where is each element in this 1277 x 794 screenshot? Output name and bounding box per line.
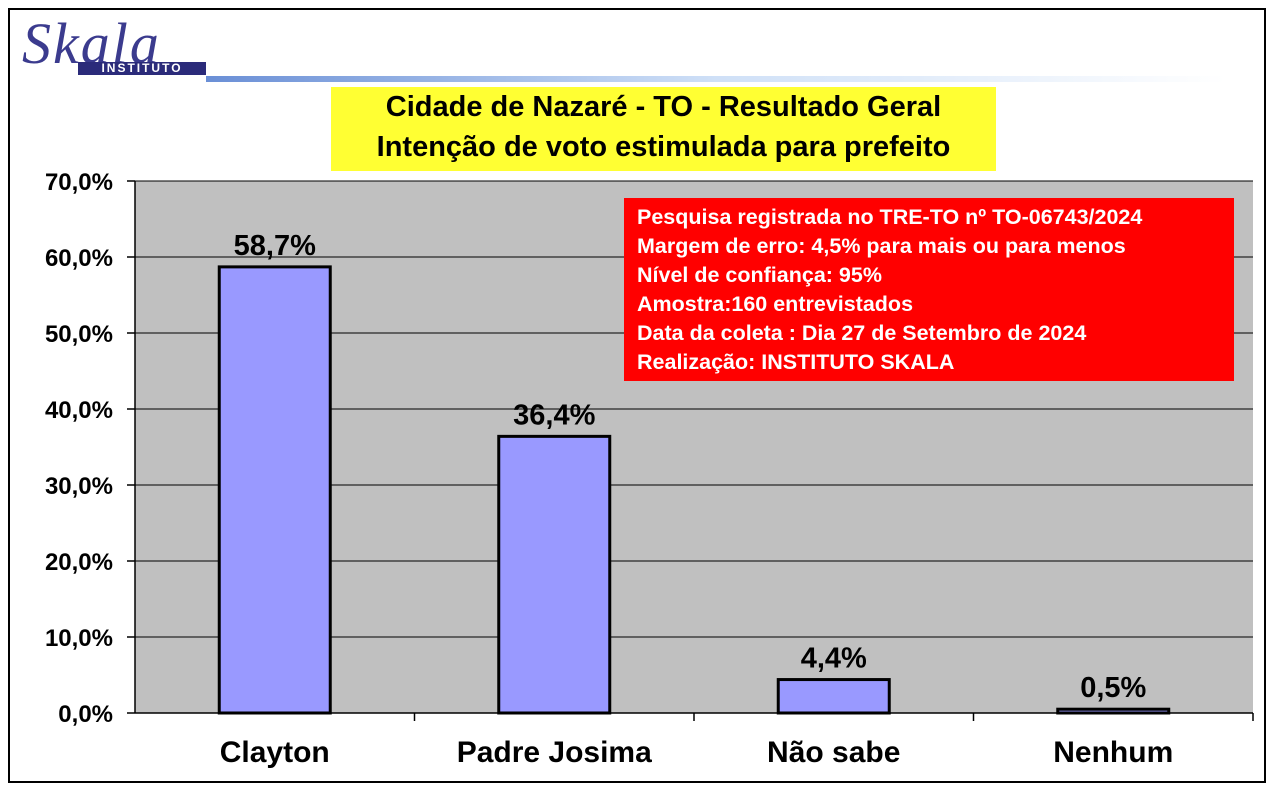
y-tick-label: 50,0%	[45, 321, 113, 348]
info-line: Realização: INSTITUTO SKALA	[637, 350, 955, 374]
chart-title: Cidade de Nazaré - TO - Resultado Geral	[385, 91, 942, 123]
data-label: 36,4%	[513, 399, 595, 431]
y-tick-label: 20,0%	[45, 549, 113, 576]
data-label: 4,4%	[801, 643, 867, 675]
y-tick-label: 60,0%	[45, 245, 113, 272]
data-label: 0,5%	[1080, 672, 1146, 704]
logo-divider	[206, 76, 1226, 82]
bar	[1056, 707, 1171, 715]
y-tick-label: 70,0%	[45, 169, 113, 196]
x-tick-label: Clayton	[220, 736, 330, 769]
info-line: Nível de confiança: 95%	[637, 263, 882, 287]
bar	[497, 434, 612, 715]
data-label: 58,7%	[234, 230, 316, 262]
survey-info-box: Pesquisa registrada no TRE-TO nº TO-0674…	[624, 198, 1234, 381]
logo-subtitle: INSTITUTO	[78, 62, 206, 75]
x-tick-label: Padre Josima	[457, 736, 652, 769]
y-tick-label: 30,0%	[45, 473, 113, 500]
y-tick-label: 10,0%	[45, 625, 113, 652]
info-line: Margem de erro: 4,5% para mais ou para m…	[637, 234, 1126, 258]
x-tick-label: Nenhum	[1053, 736, 1173, 769]
x-tick-label: Não sabe	[767, 736, 900, 769]
chart-title-box: Cidade de Nazaré - TO - Resultado Geral …	[331, 87, 996, 171]
y-tick-label: 40,0%	[45, 397, 113, 424]
bar	[776, 678, 891, 715]
chart-subtitle: Intenção de voto estimulada para prefeit…	[376, 131, 951, 163]
info-line: Pesquisa registrada no TRE-TO nº TO-0674…	[637, 205, 1143, 229]
y-tick-label: 0,0%	[58, 701, 113, 728]
bar	[217, 265, 332, 715]
info-line: Data da coleta : Dia 27 de Setembro de 2…	[637, 321, 1087, 345]
info-line: Amostra:160 entrevistados	[637, 292, 914, 316]
chart-frame	[8, 8, 1266, 783]
